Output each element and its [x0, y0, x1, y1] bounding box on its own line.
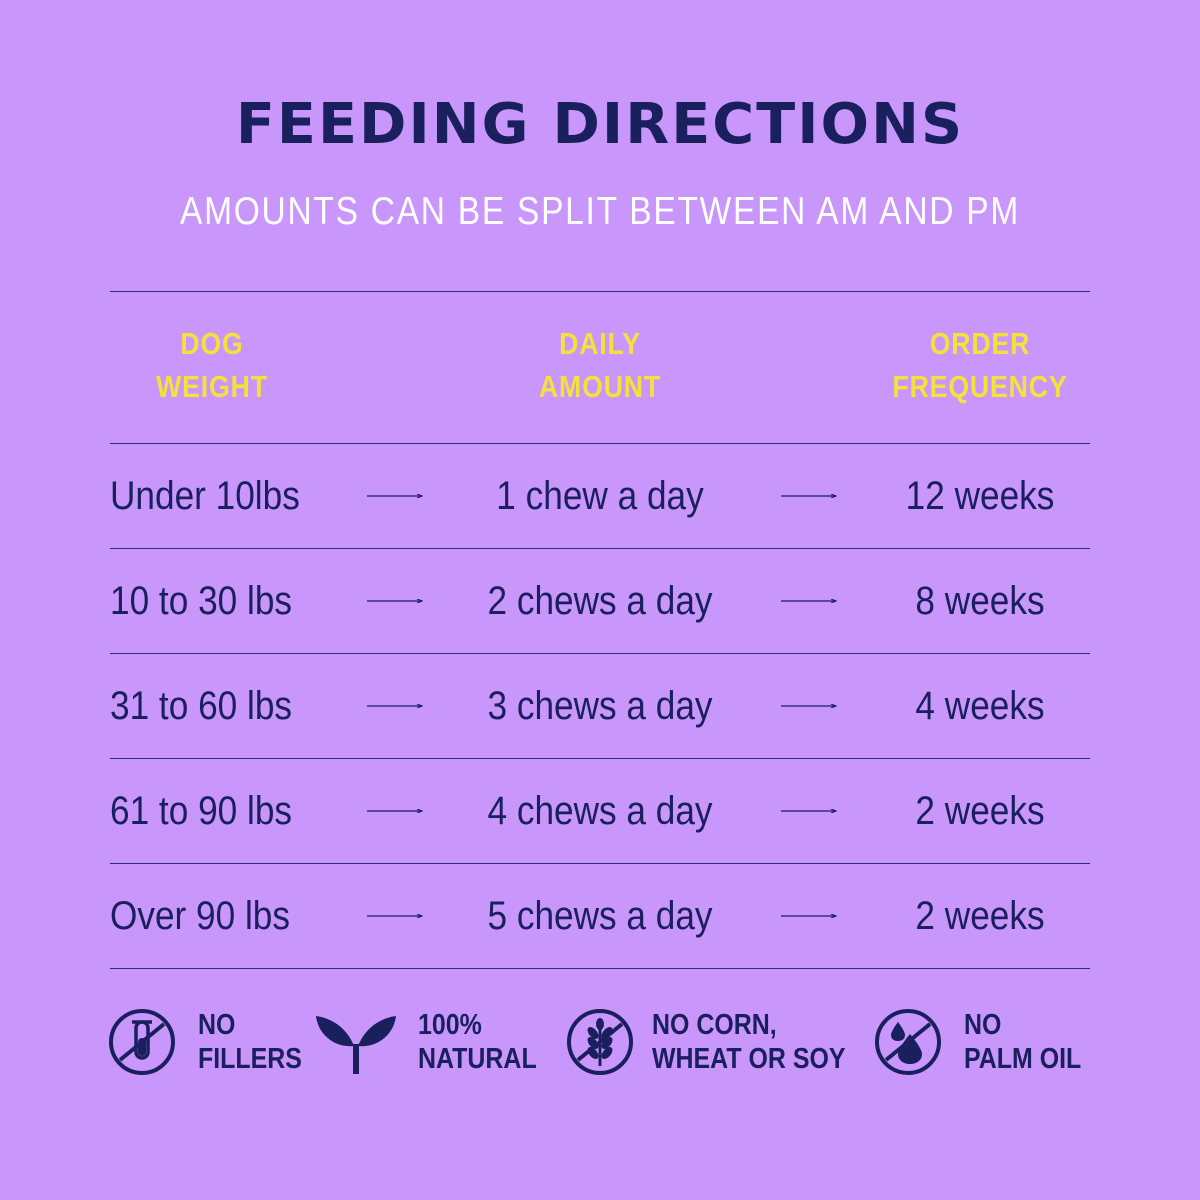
badge-label: 100% NATURAL: [418, 1008, 537, 1076]
divider: [110, 863, 1090, 864]
amount-cell: 5 chews a day: [487, 894, 713, 938]
amount-cell: 3 chews a day: [487, 684, 713, 728]
table-row: 31 to 60 lbs 3 chews a day 4 weeks: [110, 654, 1090, 758]
amount-cell: 4 chews a day: [487, 789, 713, 833]
page-title: FEEDING DIRECTIONS: [235, 92, 965, 157]
column-header-line: ORDER: [929, 326, 1031, 361]
no-fillers-icon: [109, 1009, 175, 1075]
divider: [110, 758, 1090, 759]
arrow-right-icon: [367, 704, 423, 708]
table-row: 10 to 30 lbs 2 chews a day 8 weeks: [110, 549, 1090, 653]
arrow-right-icon: [367, 914, 423, 918]
column-header-line: AMOUNT: [538, 369, 662, 404]
arrow-right-icon: [367, 809, 423, 813]
page-subtitle: AMOUNTS CAN BE SPLIT BETWEEN AM AND PM: [179, 190, 1021, 233]
badge-label-line: FILLERS: [198, 1043, 302, 1075]
table-row: Over 90 lbs 5 chews a day 2 weeks: [110, 864, 1090, 968]
divider: [110, 291, 1090, 292]
no-palm-oil-icon: [875, 1009, 941, 1075]
badge-label-line: NO CORN,: [652, 1009, 777, 1041]
column-header-daily-amount: DAILY AMOUNT: [514, 322, 686, 408]
divider: [110, 548, 1090, 549]
arrow-right-icon: [781, 914, 837, 918]
badge-label-line: PALM OIL: [964, 1043, 1082, 1075]
arrow-right-icon: [781, 494, 837, 498]
amount-cell: 2 chews a day: [487, 579, 713, 623]
frequency-cell: 2 weeks: [915, 894, 1045, 938]
column-header-line: DAILY: [559, 326, 641, 361]
badge-row: NO FILLERS 100% NATURAL NO CORN: [108, 1000, 1092, 1090]
frequency-cell: 8 weeks: [915, 579, 1045, 623]
weight-cell: Over 90 lbs: [110, 894, 290, 938]
table-row: Under 10lbs 1 chew a day 12 weeks: [110, 444, 1090, 548]
badge-label-line: NATURAL: [418, 1043, 537, 1075]
arrow-right-icon: [781, 599, 837, 603]
arrow-right-icon: [781, 809, 837, 813]
badge-label-line: 100%: [418, 1009, 482, 1041]
frequency-cell: 2 weeks: [915, 789, 1045, 833]
table-row: 61 to 90 lbs 4 chews a day 2 weeks: [110, 759, 1090, 863]
divider: [110, 443, 1090, 444]
badge-natural: 100% NATURAL: [316, 1000, 551, 1090]
badge-label: NO CORN, WHEAT OR SOY: [652, 1008, 846, 1076]
frequency-cell: 4 weeks: [915, 684, 1045, 728]
arrow-right-icon: [367, 494, 423, 498]
arrow-right-icon: [367, 599, 423, 603]
no-grain-icon: [567, 1009, 633, 1075]
divider: [110, 653, 1090, 654]
sprout-icon: [316, 1016, 396, 1074]
frequency-cell: 12 weeks: [905, 474, 1055, 518]
badge-no-grain: NO CORN, WHEAT OR SOY: [566, 1000, 866, 1090]
arrow-right-icon: [781, 704, 837, 708]
column-header-dog-weight: DOG WEIGHT: [126, 322, 298, 408]
badge-no-fillers: NO FILLERS: [108, 1000, 308, 1090]
column-header-line: FREQUENCY: [892, 369, 1068, 404]
column-header-order-frequency: ORDER FREQUENCY: [868, 322, 1092, 408]
badge-label-line: NO: [964, 1009, 1002, 1041]
amount-cell: 1 chew a day: [496, 474, 704, 518]
column-header-line: WEIGHT: [156, 369, 268, 404]
badge-label: NO FILLERS: [198, 1008, 302, 1076]
column-header-line: DOG: [180, 326, 244, 361]
divider: [110, 968, 1090, 969]
badge-label-line: WHEAT OR SOY: [652, 1043, 846, 1075]
weight-cell: Under 10lbs: [110, 474, 300, 518]
weight-cell: 31 to 60 lbs: [110, 684, 293, 728]
badge-label-line: NO: [198, 1009, 236, 1041]
weight-cell: 10 to 30 lbs: [110, 579, 293, 623]
weight-cell: 61 to 90 lbs: [110, 789, 293, 833]
badge-no-palm-oil: NO PALM OIL: [874, 1000, 1092, 1090]
badge-label: NO PALM OIL: [964, 1008, 1081, 1076]
